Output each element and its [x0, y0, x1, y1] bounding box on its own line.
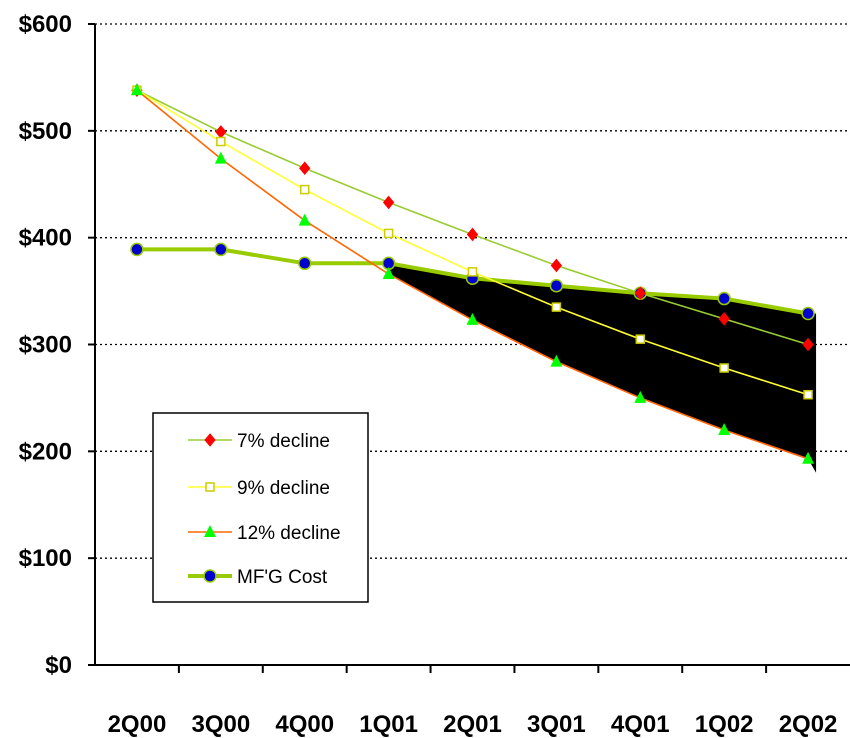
- data-point: [718, 422, 731, 435]
- data-point: [130, 242, 144, 257]
- shaded-region: [388, 263, 817, 473]
- data-point: [466, 312, 479, 325]
- legend-marker: [204, 525, 216, 537]
- data-point: [299, 161, 311, 176]
- x-tick-label: 2Q01: [443, 711, 502, 738]
- x-tick-label: 3Q01: [527, 711, 586, 738]
- x-tick-label: 4Q01: [611, 711, 670, 738]
- y-tick-label: $200: [19, 438, 72, 465]
- data-point: [299, 184, 310, 195]
- legend-label: 7% decline: [237, 431, 330, 452]
- axes: [88, 23, 850, 673]
- y-tick-label: $0: [45, 652, 72, 679]
- data-point: [802, 337, 814, 352]
- data-point: [801, 306, 815, 321]
- y-tick-label: $600: [19, 11, 72, 38]
- data-point: [467, 267, 478, 277]
- legend-label: 9% decline: [237, 478, 330, 499]
- data-point: [550, 258, 563, 273]
- x-tick-label: 3Q00: [191, 711, 250, 738]
- data-point: [382, 266, 395, 279]
- x-tick-label: 2Q02: [779, 711, 838, 738]
- y-tick-label: $400: [19, 225, 72, 252]
- data-point: [551, 302, 562, 312]
- data-point: [215, 125, 227, 139]
- data-point: [634, 286, 646, 301]
- legend-box: [152, 412, 369, 603]
- tick-labels: $0 $100 $200 $300 $400 $500 $600 2Q00 3Q00 4Q00 1Q…: [19, 11, 838, 738]
- shaded-area: [388, 263, 817, 473]
- data-point: [297, 256, 312, 271]
- y-tick-label: $500: [19, 118, 72, 145]
- y-tick-label: $300: [19, 332, 72, 359]
- data-point: [549, 278, 564, 293]
- x-tick-label: 4Q00: [275, 711, 334, 738]
- data-point: [383, 228, 394, 239]
- data-point: [466, 227, 479, 242]
- data-point: [802, 451, 815, 464]
- data-point: [382, 195, 395, 210]
- data-point: [214, 151, 227, 164]
- data-point: [130, 83, 143, 96]
- x-tick-label: 1Q02: [695, 711, 754, 738]
- series-lines: [130, 83, 815, 464]
- y-tick-label: $100: [19, 545, 72, 572]
- legend-marker: [203, 569, 217, 583]
- legend-label: MF'G Cost: [237, 567, 328, 588]
- data-point: [718, 312, 730, 326]
- data-point: [717, 291, 731, 306]
- data-point: [635, 334, 646, 344]
- legend-marker: [205, 482, 215, 492]
- legend-marker: [204, 433, 216, 447]
- data-point: [719, 363, 729, 373]
- data-point: [216, 136, 226, 147]
- data-point: [634, 390, 647, 403]
- x-tick-label: 1Q01: [359, 711, 418, 738]
- data-point: [214, 242, 228, 257]
- legend-label: 12% decline: [237, 523, 341, 544]
- data-point: [298, 213, 311, 226]
- data-point: [550, 354, 563, 367]
- x-tick-label: 2Q00: [108, 711, 167, 738]
- data-point: [803, 389, 813, 400]
- legend: 7% decline 9% decline 12% decline MF'G Cost: [152, 412, 369, 603]
